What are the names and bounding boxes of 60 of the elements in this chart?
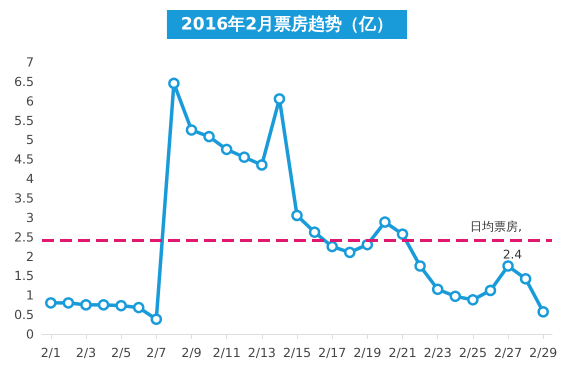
x-tick-label: 2/3: [76, 345, 96, 360]
point: [98, 299, 110, 311]
point: [414, 260, 426, 272]
y-tick-label: 3.5: [14, 190, 34, 206]
point: [432, 284, 444, 296]
x-tick-label: 2/9: [181, 345, 202, 360]
point: [80, 299, 92, 311]
point: [274, 93, 286, 105]
chart-title: 2016年2月票房趋势（亿）: [180, 14, 394, 34]
x-tick-label: 2/5: [111, 345, 132, 360]
point: [308, 226, 320, 238]
point: [238, 151, 250, 163]
y-tick-label: 2.5: [14, 229, 34, 244]
point: [168, 78, 180, 90]
x-tick-label: 2/13: [248, 345, 276, 360]
point: [132, 302, 144, 314]
y-tick-label: 4: [26, 171, 34, 186]
x-tick-label: 2/29: [529, 345, 558, 360]
point: [344, 246, 356, 258]
x-tick-label: 2/7: [146, 345, 166, 360]
point: [467, 294, 479, 306]
y-tick-label: 0: [26, 326, 34, 342]
x-tick-label: 2/15: [282, 345, 312, 360]
point: [326, 240, 338, 252]
x-tick-label: 2/23: [424, 345, 452, 360]
y-tick-label: 1: [26, 288, 34, 303]
point: [220, 144, 232, 156]
y-tick-label: 7: [26, 54, 34, 70]
y-tick-label: 6.5: [14, 74, 34, 89]
point: [502, 260, 514, 272]
y-tick-label: 5.5: [14, 112, 34, 128]
x-tick-label: 2/27: [494, 345, 522, 360]
point: [450, 290, 462, 302]
x-tick-label: 2/21: [388, 345, 417, 360]
y-tick-label: 5: [26, 132, 34, 148]
x-tick-label: 2/17: [318, 345, 346, 360]
point: [396, 228, 408, 240]
point: [484, 284, 496, 296]
point: [256, 159, 268, 171]
x-tick-label: 2/19: [353, 345, 382, 360]
point: [186, 124, 198, 136]
point: [115, 300, 127, 312]
point: [379, 216, 391, 228]
point: [62, 297, 74, 309]
y-tick-label: 6: [26, 93, 34, 108]
y-tick-label: 4.5: [14, 152, 34, 167]
y-tick-label: 1.5: [14, 268, 34, 284]
x-tick-label: 2/25: [458, 345, 487, 360]
point: [537, 306, 549, 318]
point: [150, 313, 162, 325]
y-tick-label: 0.5: [14, 307, 34, 322]
ref-line-label: 日均票房, 2.4: [470, 220, 522, 262]
point: [520, 273, 532, 285]
x-tick-label: 2/1: [40, 345, 61, 360]
point: [45, 297, 57, 309]
point: [203, 130, 215, 142]
y-tick-label: 3: [26, 210, 34, 225]
point: [291, 210, 303, 222]
y-tick-label: 2: [26, 248, 34, 264]
x-tick-label: 2/11: [212, 345, 241, 360]
